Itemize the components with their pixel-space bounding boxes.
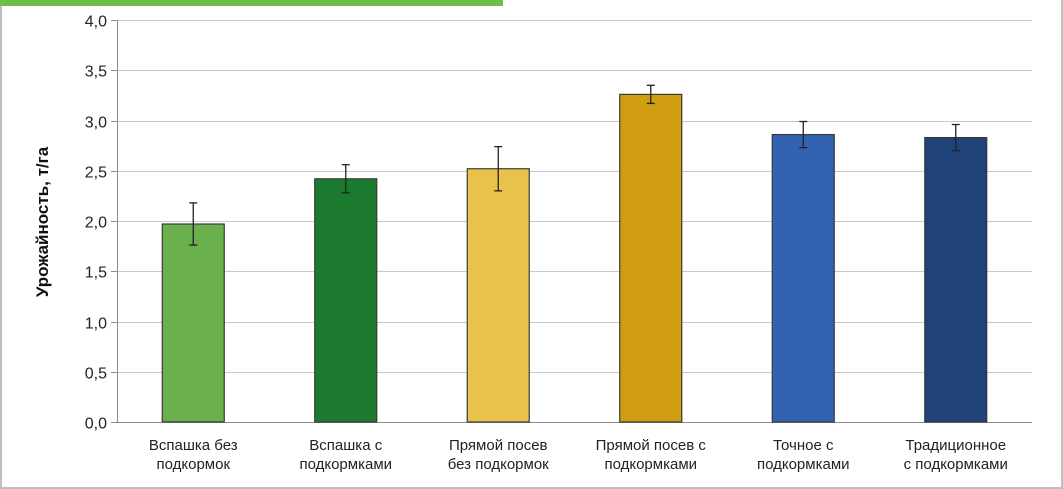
error-bars [189, 84, 960, 246]
bar [924, 136, 988, 423]
bar [466, 168, 530, 423]
y-tick-label: 0,0 [85, 416, 107, 433]
category-label: Прямой посев без подкормок [448, 437, 549, 473]
category-label-line: подкормками [757, 456, 850, 473]
y-tick-labels: 0,0 0,5 1,0 1,5 2,0 2,5 3,0 3,5 4,0 [85, 14, 107, 433]
bar [161, 223, 225, 423]
y-tick-label: 3,0 [85, 115, 107, 132]
category-label: Вспашка с подкормками [299, 437, 392, 473]
gridlines [117, 20, 1032, 373]
category-label-line: подкормками [604, 456, 697, 473]
axes [111, 20, 1032, 423]
y-axis-title: Урожайность, т/га [33, 146, 52, 297]
bars [161, 93, 988, 423]
accent-strip [0, 0, 503, 6]
y-tick-label: 1,5 [85, 265, 107, 282]
category-label: Вспашка без подкормок [149, 437, 238, 473]
category-label-line: Прямой посев [449, 437, 548, 454]
category-label-line: Прямой посев с [596, 437, 707, 454]
category-label-line: Вспашка без [149, 437, 238, 454]
category-label: Точное с подкормками [757, 437, 850, 473]
y-tick-label: 2,5 [85, 165, 107, 182]
y-tick-label: 0,5 [85, 366, 107, 383]
category-label-line: Вспашка с [309, 437, 382, 454]
category-label-line: с подкормками [904, 456, 1008, 473]
category-label-line: Точное с [773, 437, 834, 454]
category-label: Традиционное с подкормками [904, 437, 1008, 473]
y-tick-label: 1,0 [85, 316, 107, 333]
category-labels: Вспашка без подкормок Вспашка с подкормками… [149, 437, 1008, 473]
category-label: Прямой посев с подкормками [596, 437, 707, 473]
category-label-line: подкормками [299, 456, 392, 473]
category-label-line: Традиционное [905, 437, 1006, 454]
category-label-line: без подкормок [448, 456, 549, 473]
bar [314, 178, 378, 423]
bar [771, 133, 835, 423]
bar [619, 93, 683, 423]
category-label-line: подкормок [156, 456, 230, 473]
y-tick-label: 2,0 [85, 215, 107, 232]
y-tick-label: 4,0 [85, 14, 107, 31]
y-tick-label: 3,5 [85, 64, 107, 81]
